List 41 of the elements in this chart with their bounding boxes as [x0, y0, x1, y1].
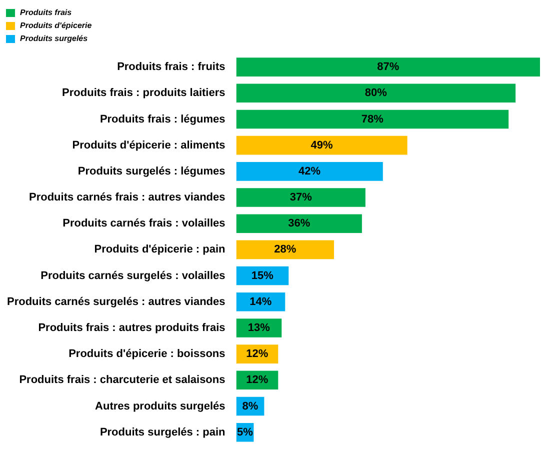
y-tick-label: Produits frais : autres produits frais	[38, 322, 226, 334]
data-label: 12%	[246, 348, 268, 360]
data-label: 37%	[290, 192, 312, 204]
y-tick-label: Produits frais : charcuterie et salaisons	[19, 374, 226, 386]
data-label: 8%	[242, 400, 258, 412]
y-tick-label: Produits carnés frais : volailles	[62, 218, 226, 230]
y-tick-label: Produits carnés surgelés : autres viandes	[6, 296, 226, 308]
legend-label: Produits d'épicerie	[20, 21, 92, 30]
bar	[236, 136, 408, 155]
bar	[236, 214, 362, 233]
y-tick-label: Produits carnés frais : autres viandes	[29, 192, 226, 204]
data-label: 15%	[251, 270, 274, 282]
y-tick-label: Produits surgelés : légumes	[78, 165, 226, 178]
data-label: 36%	[288, 218, 310, 230]
y-tick-label: Produits frais : fruits	[117, 61, 226, 74]
data-label: 80%	[364, 87, 388, 100]
legend-label: Produits surgelés	[20, 34, 88, 43]
bar	[236, 162, 383, 181]
data-label: 49%	[310, 139, 334, 152]
y-tick-label: Produits frais : légumes	[100, 113, 226, 126]
data-label: 5%	[237, 426, 254, 438]
y-tick-label: Produits carnés surgelés : volailles	[40, 270, 226, 282]
legend-label: Produits frais	[20, 8, 72, 17]
bar	[236, 188, 366, 207]
bar	[236, 58, 540, 76]
y-tick-label: Produits d'épicerie : pain	[94, 244, 226, 256]
data-label: 87%	[377, 61, 400, 74]
data-label: 28%	[274, 244, 296, 256]
data-label: 13%	[248, 322, 270, 334]
y-tick-label: Autres produits surgelés	[95, 400, 226, 412]
y-tick-label: Produits d'épicerie : boissons	[68, 348, 226, 360]
y-tick-label: Produits surgelés : pain	[100, 426, 226, 438]
bar	[236, 84, 516, 103]
data-label: 78%	[361, 113, 384, 126]
y-tick-label: Produits frais : produits laitiers	[62, 87, 226, 100]
bar	[236, 240, 334, 260]
data-label: 42%	[298, 165, 321, 178]
data-label: 12%	[246, 374, 268, 386]
y-tick-label: Produits d'épicerie : aliments	[72, 139, 226, 152]
data-label: 14%	[250, 296, 272, 308]
bar	[236, 110, 509, 129]
